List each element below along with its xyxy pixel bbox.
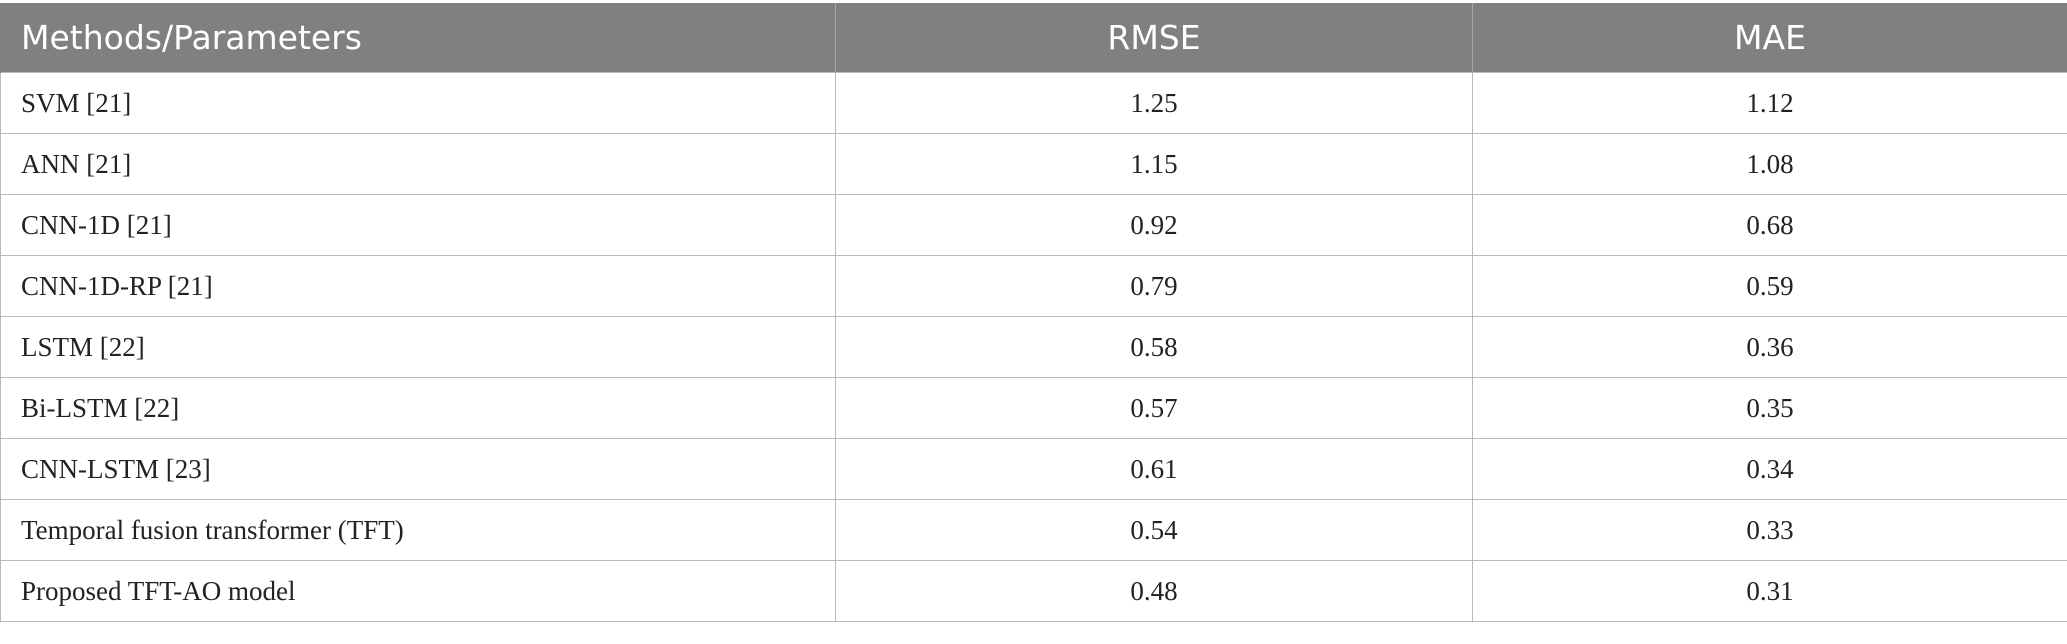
table-row: Bi-LSTM [22] 0.57 0.35 [0,377,2067,439]
method-cell: ANN [21] [0,133,836,195]
table-row: SVM [21] 1.25 1.12 [0,72,2067,134]
results-table: Methods/Parameters RMSE MAE SVM [21] 1.2… [0,3,2067,622]
table-row: ANN [21] 1.15 1.08 [0,133,2067,195]
method-cell: Temporal fusion transformer (TFT) [0,499,836,561]
mae-cell: 0.31 [1472,560,2067,622]
rmse-cell: 0.58 [835,316,1473,378]
rmse-cell: 0.57 [835,377,1473,439]
table-row: Temporal fusion transformer (TFT) 0.54 0… [0,499,2067,561]
table-row: CNN-1D [21] 0.92 0.68 [0,194,2067,256]
rmse-cell: 0.48 [835,560,1473,622]
mae-cell: 0.68 [1472,194,2067,256]
mae-cell: 0.35 [1472,377,2067,439]
table-row: CNN-1D-RP [21] 0.79 0.59 [0,255,2067,317]
header-mae: MAE [1472,3,2067,73]
table-header-row: Methods/Parameters RMSE MAE [0,3,2067,73]
method-cell: CNN-LSTM [23] [0,438,836,500]
rmse-cell: 1.25 [835,72,1473,134]
mae-cell: 0.34 [1472,438,2067,500]
table-row: CNN-LSTM [23] 0.61 0.34 [0,438,2067,500]
method-cell: CNN-1D [21] [0,194,836,256]
rmse-cell: 0.61 [835,438,1473,500]
table-row: LSTM [22] 0.58 0.36 [0,316,2067,378]
method-cell: SVM [21] [0,72,836,134]
mae-cell: 0.36 [1472,316,2067,378]
rmse-cell: 0.79 [835,255,1473,317]
rmse-cell: 0.92 [835,194,1473,256]
header-methods: Methods/Parameters [0,3,836,73]
rmse-cell: 1.15 [835,133,1473,195]
method-cell: Bi-LSTM [22] [0,377,836,439]
mae-cell: 1.08 [1472,133,2067,195]
method-cell: CNN-1D-RP [21] [0,255,836,317]
header-rmse: RMSE [835,3,1473,73]
method-cell: LSTM [22] [0,316,836,378]
mae-cell: 0.59 [1472,255,2067,317]
mae-cell: 0.33 [1472,499,2067,561]
table-row: Proposed TFT-AO model 0.48 0.31 [0,560,2067,622]
results-table-container: Methods/Parameters RMSE MAE SVM [21] 1.2… [0,3,2067,622]
mae-cell: 1.12 [1472,72,2067,134]
rmse-cell: 0.54 [835,499,1473,561]
method-cell: Proposed TFT-AO model [0,560,836,622]
